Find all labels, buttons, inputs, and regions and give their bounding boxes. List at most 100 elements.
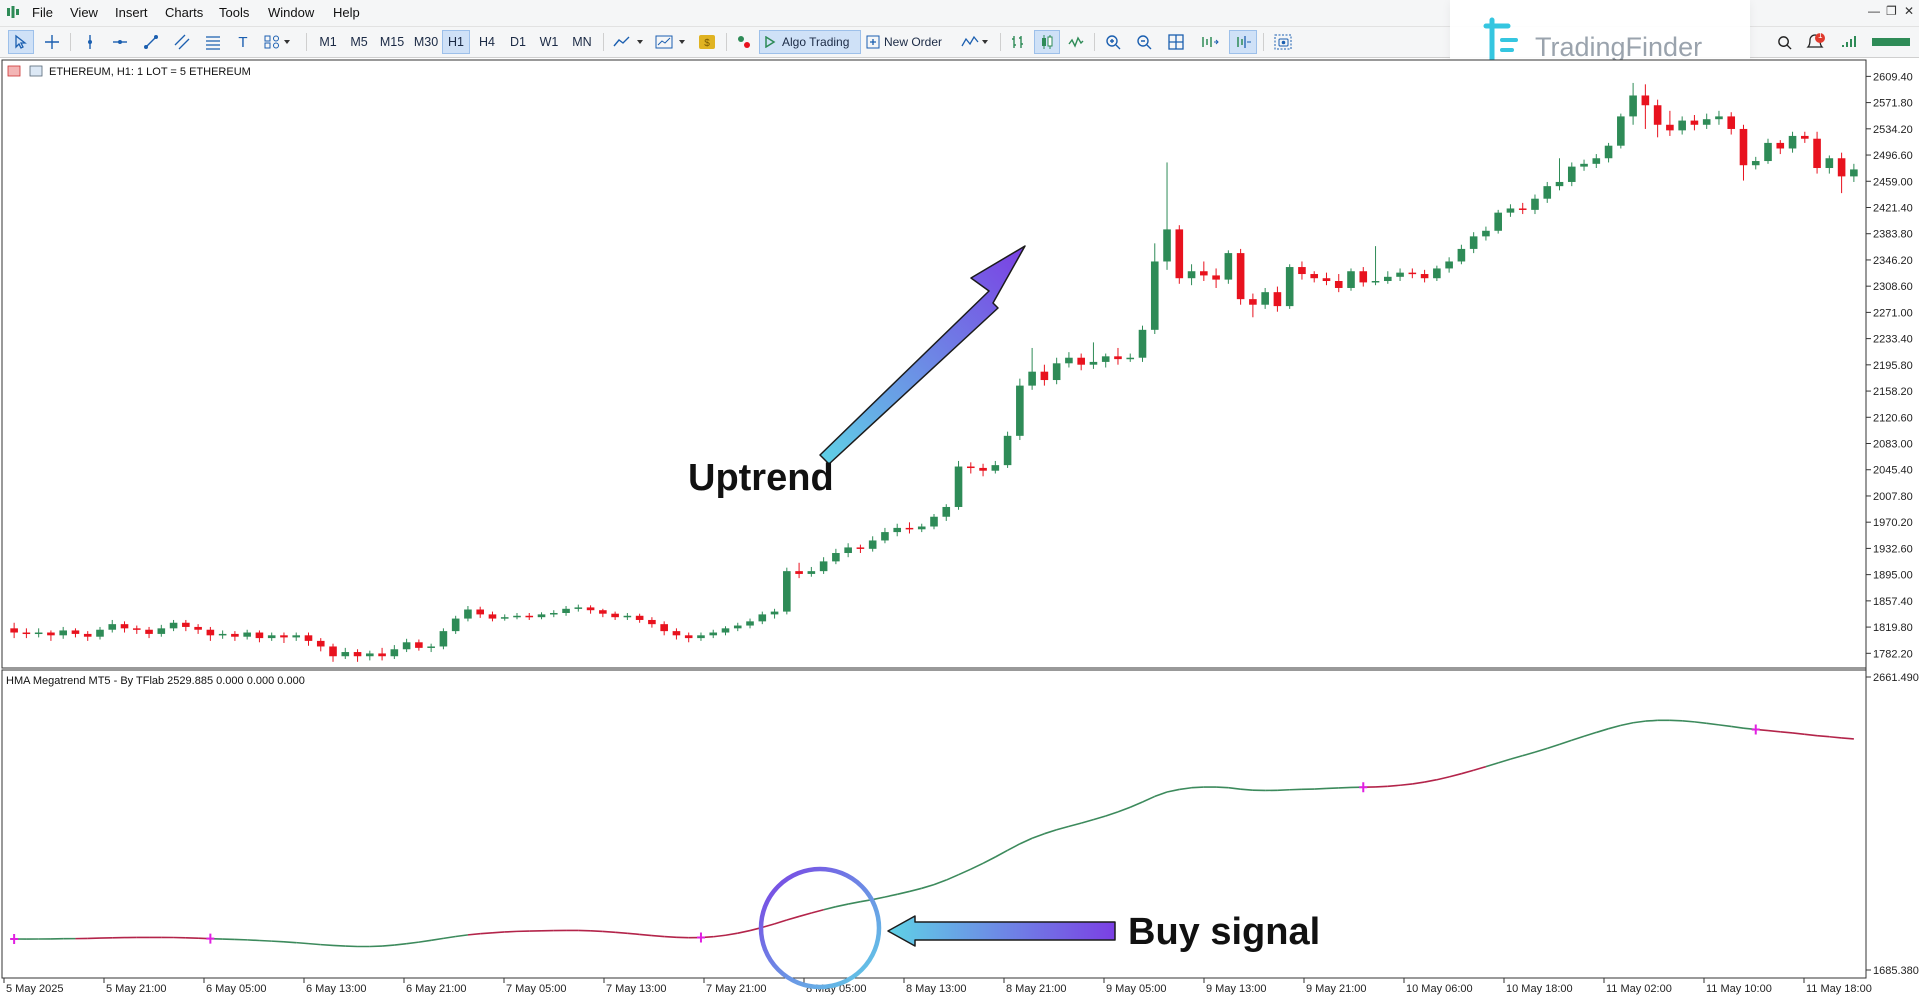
- candle: [1629, 82, 1637, 125]
- candle: [942, 504, 951, 521]
- close-icon[interactable]: ✕: [1904, 4, 1915, 18]
- bar-chart-icon[interactable]: [1006, 30, 1030, 54]
- vertical-line-icon[interactable]: [78, 30, 102, 54]
- chart-shift-icon[interactable]: [1229, 30, 1257, 54]
- menu-insert[interactable]: Insert: [115, 5, 148, 20]
- candle: [930, 513, 938, 530]
- time-label: 6 May 05:00: [206, 983, 267, 995]
- timeframe-m30[interactable]: M30: [413, 35, 439, 49]
- timeframe-h1[interactable]: H1: [442, 30, 470, 54]
- hma-segment: [296, 941, 309, 945]
- horizontal-line-icon[interactable]: [108, 30, 132, 54]
- chart-window[interactable]: ETHEREUM, H1: 1 LOT = 5 ETHEREUM HMA Meg…: [0, 58, 1919, 996]
- new-order-icon: [866, 35, 880, 49]
- time-label: 5 May 21:00: [106, 983, 167, 995]
- candle: [574, 604, 583, 612]
- candle: [1751, 156, 1760, 170]
- hma-segment: [1375, 785, 1388, 788]
- line-chart-icon[interactable]: [1064, 30, 1088, 54]
- menu-file[interactable]: File: [32, 5, 53, 20]
- hma-segment: [1191, 786, 1204, 789]
- candle: [231, 631, 239, 641]
- text-tool-icon[interactable]: T: [238, 33, 248, 51]
- candle: [746, 618, 754, 629]
- signals-wifi-icon[interactable]: [1836, 30, 1862, 54]
- hma-segment: [1559, 739, 1573, 746]
- hma-segment: [994, 849, 1008, 858]
- menu-charts[interactable]: Charts: [165, 5, 204, 20]
- templates-icon[interactable]: $: [694, 30, 720, 54]
- restore-icon[interactable]: ❐: [1886, 4, 1897, 18]
- channel-icon[interactable]: [170, 30, 194, 54]
- hma-segment: [394, 942, 407, 946]
- connection-status-icon: [1868, 30, 1914, 54]
- menu-tools[interactable]: Tools: [219, 5, 250, 20]
- candle: [1837, 152, 1846, 194]
- candle: [1727, 112, 1736, 135]
- time-label: 8 May 21:00: [1006, 983, 1067, 995]
- zoom-in-icon[interactable]: [1101, 30, 1125, 54]
- timeframe-m5[interactable]: M5: [350, 35, 368, 49]
- shapes-dropdown-icon[interactable]: [260, 30, 298, 54]
- algo-trading-button[interactable]: Algo Trading: [759, 30, 861, 54]
- chart-type-dropdown-icon[interactable]: [610, 30, 650, 54]
- candle: [390, 645, 399, 660]
- candle: [1580, 159, 1588, 171]
- price-label: 2571.80: [1873, 98, 1913, 110]
- tradingfinder-logo-icon: [1483, 17, 1523, 65]
- candle: [856, 544, 865, 554]
- timeframe-m1[interactable]: M1: [319, 35, 337, 49]
- fibonacci-icon[interactable]: [201, 30, 225, 54]
- time-label: 8 May 13:00: [906, 983, 967, 995]
- candle: [1224, 250, 1233, 284]
- hma-segment: [1399, 783, 1413, 787]
- indicators-dropdown-icon[interactable]: [652, 30, 692, 54]
- crosshair-icon[interactable]: [40, 30, 64, 54]
- screenshot-icon[interactable]: [1270, 30, 1296, 54]
- candle: [1420, 269, 1429, 283]
- hma-segment: [467, 932, 481, 936]
- hma-segment: [1804, 733, 1818, 737]
- hma-segment: [1424, 778, 1438, 783]
- timeframe-w1[interactable]: W1: [539, 35, 559, 49]
- candle: [562, 606, 570, 616]
- minimize-icon[interactable]: —: [1868, 4, 1880, 18]
- time-label: 7 May 13:00: [606, 983, 667, 995]
- hma-segment: [590, 930, 603, 933]
- cursor-tool-icon[interactable]: [8, 30, 34, 54]
- one-click-trading-icon[interactable]: [732, 30, 756, 54]
- price-label: 2383.80: [1873, 229, 1913, 241]
- candle: [819, 557, 828, 574]
- hma-segment: [1510, 754, 1523, 760]
- zoom-out-icon[interactable]: [1132, 30, 1156, 54]
- candle: [623, 612, 632, 620]
- candle: [1175, 225, 1184, 284]
- scroll-chart-icon[interactable]: [1197, 30, 1223, 54]
- candle: [329, 643, 337, 662]
- candlestick-icon[interactable]: [1034, 30, 1060, 54]
- price-label: 2496.60: [1873, 150, 1913, 162]
- candle: [537, 612, 546, 620]
- new-order-button[interactable]: New Order: [866, 30, 952, 54]
- timeframe-m15[interactable]: M15: [379, 35, 405, 49]
- timeframe-h4[interactable]: H4: [479, 35, 495, 49]
- candle: [10, 622, 18, 639]
- price-label: 2120.60: [1873, 412, 1913, 424]
- hma-segment: [1068, 822, 1082, 828]
- hma-segment: [332, 944, 346, 947]
- hma-segment: [1314, 787, 1327, 790]
- timeframe-d1[interactable]: D1: [510, 35, 526, 49]
- timeframe-mn[interactable]: MN: [572, 35, 592, 49]
- candle: [182, 619, 190, 632]
- signals-dropdown-icon[interactable]: [958, 30, 994, 54]
- menu-help[interactable]: Help: [333, 5, 360, 20]
- tile-windows-icon[interactable]: [1164, 30, 1188, 54]
- menu-window[interactable]: Window: [268, 5, 315, 20]
- notifications-icon[interactable]: 1: [1803, 30, 1829, 54]
- search-icon[interactable]: [1773, 30, 1795, 54]
- trendline-icon[interactable]: [139, 30, 163, 54]
- metatrader-icon[interactable]: [6, 5, 20, 19]
- candle: [71, 628, 80, 638]
- menu-view[interactable]: View: [70, 5, 98, 20]
- hma-segment: [1436, 776, 1450, 781]
